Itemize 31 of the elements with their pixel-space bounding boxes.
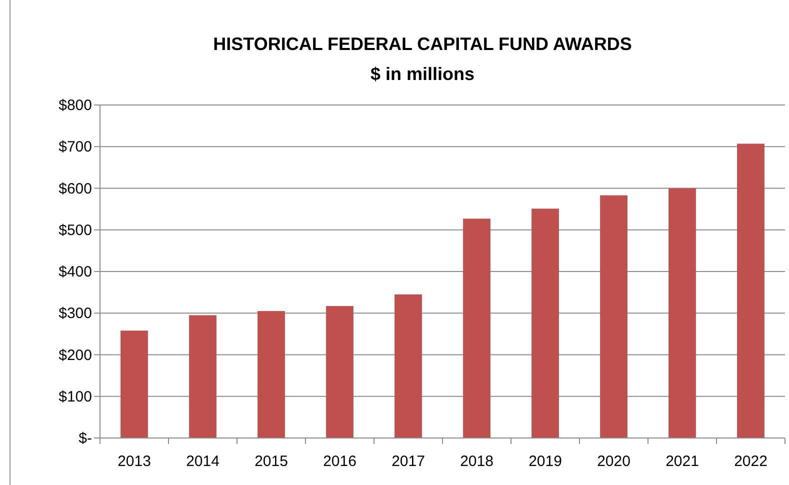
bar [600,195,628,438]
bar [258,311,285,438]
x-tick-label: 2016 [323,453,356,470]
bar [394,294,422,438]
x-tick-label: 2022 [734,453,768,470]
x-tick-label: 2020 [597,453,630,470]
x-tick-label: 2021 [666,453,699,470]
bar [668,188,696,438]
y-tick-label: $600 [58,180,92,198]
x-tick-label: 2019 [528,453,562,470]
x-tick-label: 2017 [392,453,425,470]
bar [737,144,764,438]
x-tick-label: 2014 [186,453,220,470]
chart-title: HISTORICAL FEDERAL CAPITAL FUND AWARDS [213,34,632,54]
bar [326,306,354,438]
y-tick-label: $- [78,430,92,447]
bar [189,315,216,438]
bar [463,218,490,438]
y-tick-label: $700 [58,138,92,156]
x-tick-label: 2018 [460,453,494,470]
y-tick-label: $400 [58,264,92,280]
x-tick-label: 2015 [254,453,288,470]
y-tick-label: $100 [58,388,92,406]
bar [120,330,148,438]
x-tick-label: 2013 [118,453,151,470]
y-tick-label: $200 [58,346,92,364]
y-tick-label: $800 [58,97,92,114]
y-tick-label: $500 [58,222,92,239]
chart-subtitle: $ in millions [370,64,475,84]
y-tick-label: $300 [58,305,92,322]
bar [532,208,559,438]
